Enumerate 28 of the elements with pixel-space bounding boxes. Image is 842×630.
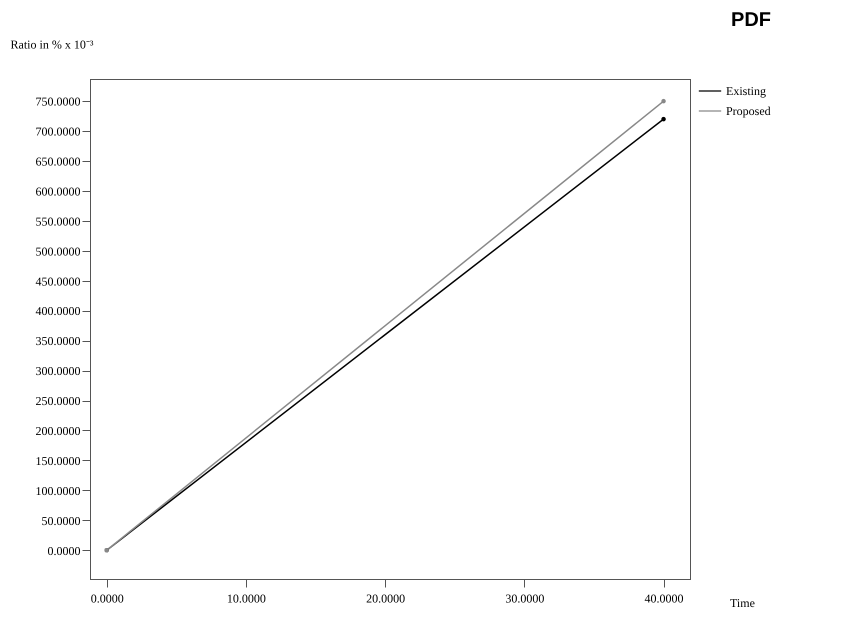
x-tick-label: 0.0000: [90, 592, 124, 606]
y-tick-label: 200.0000: [36, 424, 80, 438]
y-tick-label: 450.0000: [36, 274, 80, 288]
y-tick-label: 600.0000: [36, 184, 80, 198]
y-tick-label: 650.0000: [36, 154, 80, 169]
x-tick-label: 10.0000: [226, 592, 266, 606]
y-tick-label: 150.0000: [36, 454, 80, 468]
x-tick-label: 30.0000: [505, 592, 544, 606]
y-tick-label: 550.0000: [36, 214, 80, 228]
y-tick-label: 750.0000: [36, 94, 80, 109]
legend-label: Existing: [726, 84, 766, 98]
y-tick-label: 50.0000: [42, 514, 80, 528]
y-tick-label: 100.0000: [36, 484, 80, 498]
x-tick-label: 20.0000: [366, 592, 406, 606]
y-tick-label: 350.0000: [36, 334, 80, 348]
x-axis-title: Time: [730, 596, 755, 610]
legend-label: Proposed: [726, 104, 771, 118]
x-tick-label: 40.0000: [644, 592, 684, 606]
point: [661, 116, 666, 122]
text: PDF: [731, 9, 771, 31]
y-tick-label: 400.0000: [36, 304, 80, 318]
y-tick-label: 500.0000: [36, 244, 80, 258]
y-tick-label: 700.0000: [36, 124, 80, 139]
point: [661, 98, 666, 104]
y-tick-label: 300.0000: [36, 364, 80, 378]
y-tick-label: 0.0000: [48, 544, 80, 558]
y-axis-title: Ratio in % x 10⁻³: [10, 38, 94, 52]
y-tick-label: 250.0000: [36, 394, 80, 408]
